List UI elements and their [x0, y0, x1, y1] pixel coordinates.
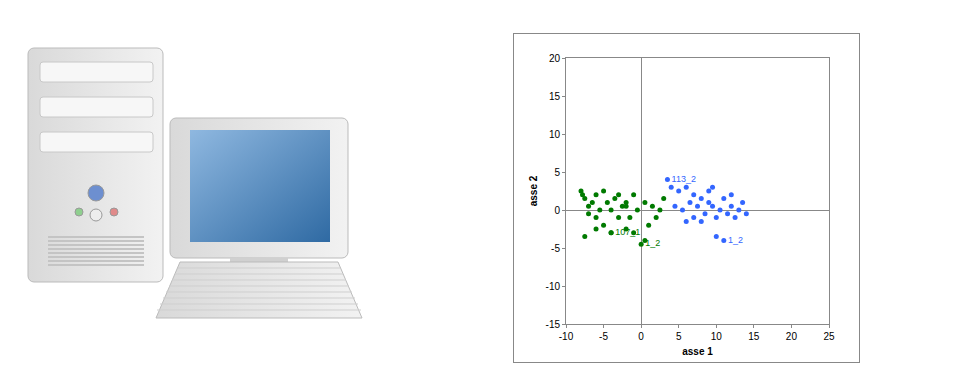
svg-text:10: 10 [549, 129, 561, 140]
svg-text:-5: -5 [599, 331, 608, 342]
svg-text:1_2: 1_2 [728, 235, 743, 245]
svg-text:20: 20 [549, 53, 561, 64]
svg-text:asse 1: asse 1 [682, 346, 713, 357]
svg-text:-15: -15 [546, 319, 561, 330]
svg-text:15: 15 [549, 91, 561, 102]
svg-text:1_2: 1_2 [645, 238, 660, 248]
svg-text:107_1: 107_1 [615, 227, 640, 237]
svg-text:-10: -10 [559, 331, 574, 342]
svg-text:20: 20 [786, 331, 798, 342]
svg-text:25: 25 [823, 331, 835, 342]
svg-text:asse 2: asse 2 [528, 175, 539, 206]
svg-text:10: 10 [711, 331, 723, 342]
svg-text:5: 5 [676, 331, 682, 342]
svg-text:-5: -5 [551, 243, 560, 254]
svg-text:5: 5 [554, 167, 560, 178]
svg-text:113_2: 113_2 [672, 174, 696, 184]
svg-text:15: 15 [748, 331, 760, 342]
svg-text:-10: -10 [546, 281, 561, 292]
svg-text:0: 0 [638, 331, 644, 342]
svg-text:0: 0 [554, 205, 560, 216]
